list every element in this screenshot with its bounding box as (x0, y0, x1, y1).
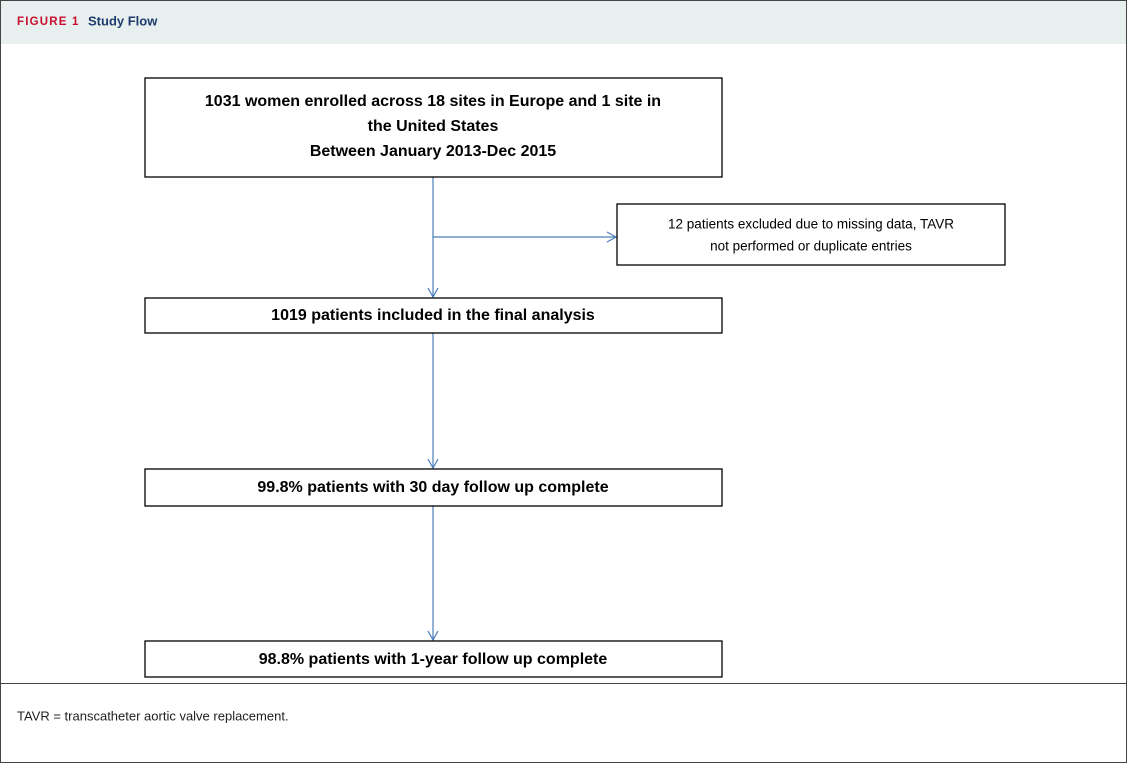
node-text: not performed or duplicate entries (710, 239, 912, 254)
node-box (144, 640, 723, 678)
node-text: 99.8% patients with 30 day follow up com… (257, 479, 608, 496)
node-box (616, 203, 1006, 266)
node-text: 1031 women enrolled across 18 sites in E… (205, 93, 661, 110)
figure-title: Study Flow (88, 13, 158, 28)
node-text: 12 patients excluded due to missing data… (668, 217, 954, 232)
node-text: Between January 2013-Dec 2015 (310, 143, 556, 160)
node-text: 1019 patients included in the final anal… (271, 307, 595, 324)
header-band (1, 1, 1126, 44)
node-text: the United States (368, 118, 499, 135)
node-box (144, 297, 723, 334)
node-box (144, 77, 723, 178)
node-text: 98.8% patients with 1-year follow up com… (259, 651, 608, 668)
figure-label: FIGURE 1 (17, 16, 80, 28)
footnote: TAVR = transcatheter aortic valve replac… (17, 708, 289, 723)
node-box (144, 468, 723, 507)
